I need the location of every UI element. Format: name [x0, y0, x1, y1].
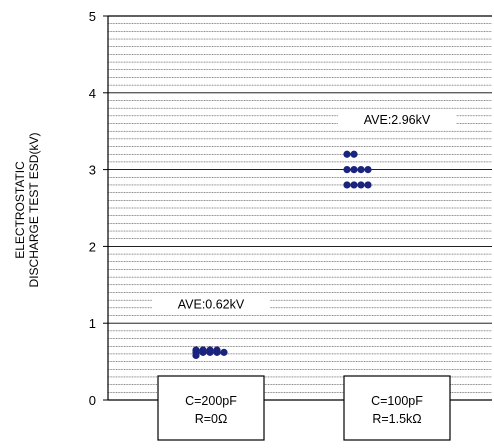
- y-tick-label: 4: [89, 86, 96, 101]
- data-point: [350, 166, 358, 174]
- data-point: [350, 181, 358, 189]
- y-tick-labels: 0 1 2 3 4 5: [89, 9, 108, 408]
- y-tick-label: 0: [89, 393, 96, 408]
- category-label: C=200pF: [185, 394, 237, 408]
- category-label: R=1.5kΩ: [372, 412, 421, 426]
- y-axis-label-line1: ELECTROSTATIC: [13, 161, 27, 259]
- data-point: [213, 348, 221, 356]
- data-point: [206, 348, 214, 356]
- data-point: [350, 150, 358, 158]
- data-point: [343, 181, 351, 189]
- y-axis-title: ELECTROSTATIC DISCHARGE TEST ESD(kV): [13, 133, 41, 288]
- data-point: [343, 150, 351, 158]
- data-point: [343, 166, 351, 174]
- y-tick-label: 2: [89, 239, 96, 254]
- data-point: [220, 348, 228, 356]
- y-tick-label: 3: [89, 163, 96, 178]
- annotation-text: AVE:2.96kV: [364, 113, 431, 127]
- data-point: [357, 166, 365, 174]
- category-boxes: C=200pF R=0Ω C=100pF R=1.5kΩ: [157, 375, 451, 441]
- category-box: [343, 375, 451, 441]
- annotation-bg: [152, 295, 270, 313]
- annotation-text: AVE:0.62kV: [178, 298, 245, 312]
- grid-lines: [108, 23, 492, 393]
- annotations: AVE:0.62kV AVE:2.96kV: [152, 110, 456, 313]
- category-box: [157, 375, 265, 441]
- y-axis-label-line2: DISCHARGE TEST ESD(kV): [27, 133, 41, 288]
- category-label: R=0Ω: [195, 412, 228, 426]
- data-point: [364, 166, 372, 174]
- y-tick-label: 5: [89, 9, 96, 24]
- data-point: [192, 351, 200, 360]
- data-point: [357, 181, 365, 189]
- data-points: [192, 150, 372, 360]
- annotation-bg: [338, 110, 456, 129]
- data-point: [199, 348, 207, 356]
- y-tick-label: 1: [89, 316, 96, 331]
- data-point: [364, 181, 372, 189]
- category-label: C=100pF: [371, 394, 423, 408]
